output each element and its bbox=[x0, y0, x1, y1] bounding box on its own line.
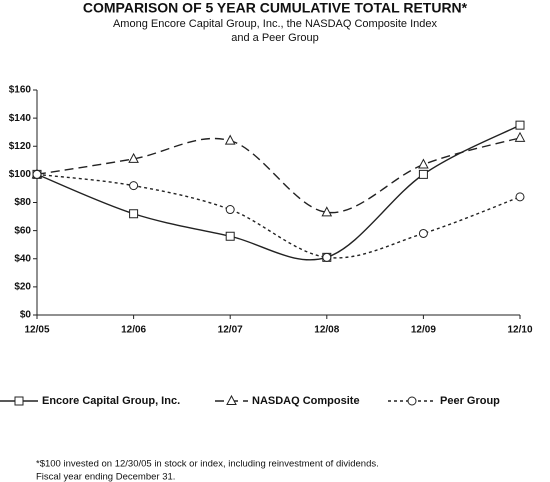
data-point bbox=[418, 228, 428, 238]
legend-label: NASDAQ Composite bbox=[252, 395, 360, 407]
footnote: *$100 invested on 12/30/05 in stock or i… bbox=[36, 459, 379, 470]
x-tick-label: 12/10 bbox=[507, 325, 532, 336]
x-tick-label: 12/09 bbox=[411, 325, 436, 336]
chart-subtitle: Among Encore Capital Group, Inc., the NA… bbox=[113, 18, 438, 30]
data-point bbox=[129, 181, 139, 191]
data-point bbox=[224, 134, 236, 145]
data-point bbox=[321, 206, 333, 217]
series-line bbox=[36, 124, 521, 261]
data-point bbox=[128, 152, 139, 163]
data-point bbox=[515, 120, 525, 130]
legend-marker bbox=[14, 396, 24, 406]
chart-subtitle: and a Peer Group bbox=[231, 32, 318, 44]
data-point bbox=[418, 158, 429, 169]
y-tick-label: $140 bbox=[9, 113, 32, 124]
data-point bbox=[129, 209, 139, 219]
data-point bbox=[514, 131, 526, 142]
data-point bbox=[225, 205, 235, 215]
data-point bbox=[32, 169, 42, 179]
y-tick-label: $80 bbox=[14, 197, 31, 208]
y-tick-label: $100 bbox=[9, 169, 32, 180]
y-tick-label: $60 bbox=[14, 225, 31, 236]
data-point bbox=[515, 192, 525, 202]
y-tick-label: $40 bbox=[14, 253, 31, 264]
x-tick-label: 12/07 bbox=[218, 325, 243, 336]
y-tick-label: $120 bbox=[9, 141, 32, 152]
y-tick-label: $0 bbox=[20, 310, 32, 321]
x-tick-label: 12/06 bbox=[121, 325, 146, 336]
series-line bbox=[36, 173, 521, 259]
data-point bbox=[225, 231, 235, 241]
x-tick-label: 12/05 bbox=[24, 325, 49, 336]
footnote: Fiscal year ending December 31. bbox=[36, 472, 175, 482]
legend-marker bbox=[226, 394, 237, 405]
legend-label: Encore Capital Group, Inc. bbox=[42, 395, 180, 407]
legend-marker bbox=[407, 396, 417, 406]
legend-label: Peer Group bbox=[440, 395, 500, 407]
chart-title: COMPARISON OF 5 YEAR CUMULATIVE TOTAL RE… bbox=[83, 0, 468, 16]
series-line bbox=[36, 137, 521, 214]
data-point bbox=[322, 252, 332, 262]
x-tick-label: 12/08 bbox=[314, 325, 339, 336]
y-tick-label: $20 bbox=[14, 282, 31, 293]
y-tick-label: $160 bbox=[9, 85, 32, 96]
data-point bbox=[418, 169, 428, 179]
